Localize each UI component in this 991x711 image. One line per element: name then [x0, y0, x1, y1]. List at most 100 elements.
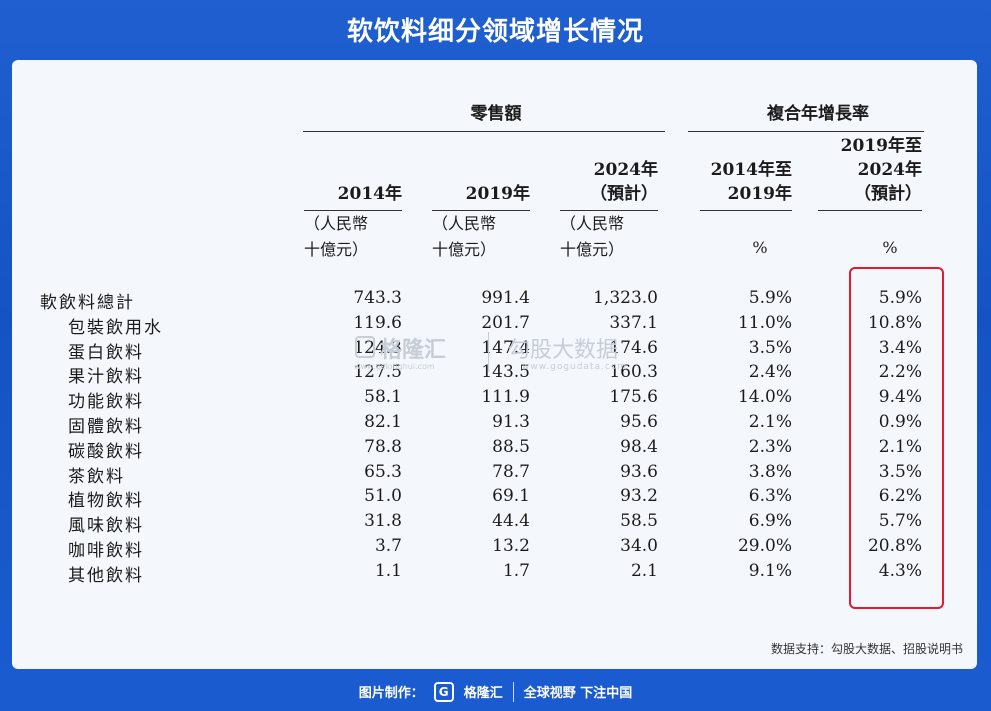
table-cell: 111.9 [481, 387, 530, 408]
table-cell: 95.6 [620, 412, 658, 432]
row-label: 果汁飲料 [68, 367, 144, 388]
footer-made-by: 图片制作： [358, 686, 424, 701]
data-watermark: 勾股大数据 [508, 338, 619, 363]
table-cell: 174.6 [609, 337, 658, 358]
table-cell: 93.2 [620, 486, 658, 507]
cagr-group-header: 複合年增長率 [767, 104, 869, 124]
brand-watermark: 格隆汇 [380, 338, 447, 363]
table-cell: 13.2 [492, 536, 530, 556]
table-cell: 5.9% [878, 288, 922, 308]
row-label: 軟飲料總計 [40, 293, 135, 313]
column-header-5: 2024年 [857, 160, 922, 180]
retail-group-rule [303, 131, 665, 132]
row-label: 茶飲料 [68, 466, 125, 487]
table-cell: 51.0 [364, 486, 402, 507]
watermark-divider [488, 332, 489, 372]
table-cell: 2.1% [878, 436, 922, 457]
row-label: 風味飲料 [68, 516, 144, 537]
table-cell: 127.5 [353, 362, 402, 383]
table-cell: 65.3 [364, 461, 402, 482]
table-cell: 147.4 [481, 337, 530, 358]
table-cell: 58.1 [364, 387, 402, 408]
table-cell: 11.0% [737, 312, 792, 333]
table-cell: 78.8 [364, 436, 402, 457]
table-cell: 3.8% [748, 461, 792, 482]
table-cell: 3.5% [878, 461, 922, 482]
column-unit-4: % [752, 238, 768, 257]
page-title: 软饮料细分领域增长情况 [346, 16, 644, 47]
table-cell: 119.6 [353, 312, 402, 333]
table-cell: 6.2% [878, 486, 922, 507]
footer: 图片制作： G 格隆汇 全球视野 下注中国 [0, 672, 991, 711]
column-unit-1: （人民幣 [304, 214, 369, 233]
table-cell: 2.2% [878, 362, 922, 383]
table-cell: 5.7% [878, 511, 922, 532]
column-rule-5 [818, 210, 922, 211]
column-rule-4 [700, 210, 792, 211]
column-unit-2: （人民幣 [432, 214, 497, 233]
table-cell: 34.0 [620, 536, 658, 556]
column-rule-3 [560, 210, 658, 211]
table-cell: 143.5 [481, 362, 530, 383]
column-header-5: （預計） [854, 184, 922, 204]
table-cell: 0.9% [878, 412, 922, 432]
table-cell: 69.1 [492, 486, 530, 507]
table-cell: 2.4% [748, 362, 792, 383]
table-cell: 4.3% [878, 560, 922, 581]
table-cell: 991.4 [481, 288, 530, 308]
table-cell: 82.1 [364, 412, 402, 432]
table-cell: 20.8% [867, 536, 922, 556]
table-cell: 14.0% [737, 387, 792, 408]
table-cell: 160.3 [609, 362, 658, 383]
footer-slogan: 全球视野 下注中国 [523, 686, 633, 701]
column-header-3: 2024年 [593, 160, 658, 180]
retail-group-header: 零售額 [470, 104, 522, 124]
column-header-2: 2019年 [465, 184, 530, 204]
column-header-4: 2019年 [727, 184, 792, 204]
table-cell: 3.7 [374, 536, 402, 556]
column-header-4: 2014年至 [710, 160, 792, 180]
table-cell: 88.5 [492, 436, 530, 457]
column-header-3: （預計） [590, 184, 658, 204]
column-unit-2: 十億元） [432, 240, 497, 259]
table-cell: 44.4 [492, 511, 530, 532]
highlight-box [849, 267, 944, 609]
table-cell: 3.5% [748, 337, 792, 358]
table-cell: 98.4 [620, 436, 658, 457]
row-label: 蛋白飲料 [68, 342, 144, 363]
table-cell: 93.6 [620, 461, 658, 482]
table-cell: 2.3% [748, 436, 792, 457]
table-cell: 337.1 [609, 312, 658, 333]
table-cell: 91.3 [492, 412, 530, 432]
column-header-1: 2014年 [337, 184, 402, 204]
table-cell: 9.4% [878, 387, 922, 408]
table-cell: 201.7 [481, 312, 530, 333]
data-watermark-url: www.gogudata.com [522, 362, 628, 372]
table-cell: 743.3 [353, 288, 402, 308]
footer-divider [512, 681, 514, 702]
table-cell: 2.1 [630, 560, 658, 581]
table-cell: 3.4% [878, 337, 922, 358]
table-cell: 1.7 [502, 560, 530, 581]
table-cell: 10.8% [867, 312, 922, 333]
table-cell: 78.7 [492, 461, 530, 482]
column-unit-1: 十億元） [304, 240, 369, 259]
source-note: 数据支持：勾股大数据、招股说明书 [770, 642, 963, 656]
table-cell: 1.1 [374, 560, 402, 581]
brand-watermark-url: www.gelonghui.com [354, 362, 435, 371]
column-rule-2 [432, 210, 530, 211]
table-cell: 31.8 [364, 511, 402, 532]
row-label: 植物飲料 [68, 491, 144, 512]
brand-logo-icon: G [433, 681, 454, 702]
table-cell: 5.9% [748, 288, 792, 308]
table-cell: 29.0% [737, 536, 792, 556]
table-cell: 2.1% [748, 412, 792, 432]
row-label: 功能飲料 [68, 392, 144, 413]
row-label: 固體飲料 [68, 417, 144, 437]
brand-watermark-icon [355, 336, 375, 358]
column-unit-3: （人民幣 [560, 214, 625, 233]
row-label: 碳酸飲料 [68, 441, 144, 462]
row-label: 咖啡飲料 [68, 541, 144, 561]
column-unit-5: % [882, 238, 898, 257]
table-cell: 58.5 [620, 511, 658, 532]
